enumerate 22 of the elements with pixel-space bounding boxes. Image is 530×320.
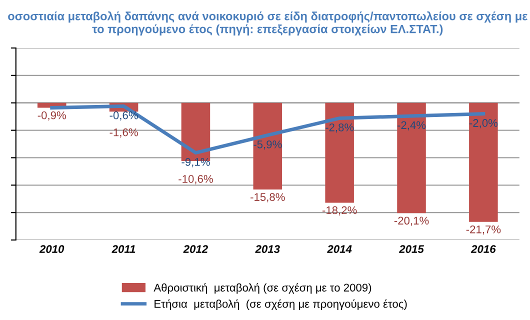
x-tick-label: 2013 [255, 245, 280, 254]
data-label: -0,9% [38, 111, 66, 121]
chart-title: οσοστιαία μεταβολή δαπάνης ανά νοικοκυριό σε είδη διατροφής/παντοπωλείου σε σχέση με το προηγούμενο έτος (πηγή: επεξεργασία στοιχείων ΕΛ.ΣΤΑΤ.) [8, 11, 528, 36]
data-label: -15,8% [250, 193, 285, 202]
data-label: -21,7% [466, 225, 501, 235]
data-label: -20,1% [394, 216, 429, 226]
data-label: -5,9% [254, 140, 282, 150]
legend-label: Ετήσια μεταβολή (σε σχέση με προηγούμενο έτος) [154, 299, 407, 310]
x-tick-label: 2011 [112, 245, 136, 254]
x-tick-label: 2010 [39, 245, 64, 254]
x-tick-label: 2012 [183, 245, 208, 254]
x-tick-label: 2014 [327, 245, 352, 254]
x-tick-label: 2015 [398, 245, 424, 254]
legend-label: Αθροιστική μεταβολή (σε σχέση με το 2009) [154, 283, 372, 294]
data-label: -1,6% [110, 128, 138, 138]
data-label: -2,4% [397, 121, 426, 130]
data-label: -18,2% [322, 206, 357, 216]
data-label: -2,0% [469, 119, 498, 128]
data-label: -10,6% [178, 175, 213, 184]
x-tick-label: 2016 [470, 245, 496, 254]
data-label: -2,8% [326, 123, 354, 133]
data-label: -0,6% [110, 111, 138, 121]
